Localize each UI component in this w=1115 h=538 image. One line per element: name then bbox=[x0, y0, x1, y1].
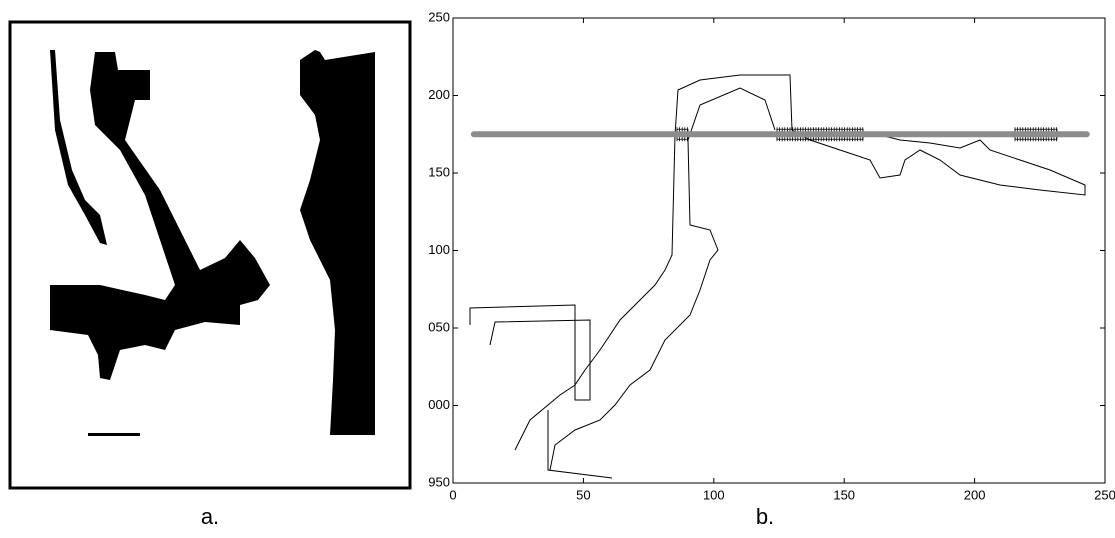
y-tick-label: 000 bbox=[428, 397, 450, 412]
figure: a. b. 0501001502002509500000501001502002… bbox=[0, 0, 1115, 533]
caption-a: a. bbox=[201, 504, 219, 529]
y-tick-label: 200 bbox=[428, 87, 450, 102]
x-tick-label: 50 bbox=[576, 487, 590, 502]
x-tick-label: 200 bbox=[964, 487, 986, 502]
y-tick-label: 100 bbox=[428, 242, 450, 257]
x-tick-label: 0 bbox=[449, 487, 456, 502]
y-tick-label: 150 bbox=[428, 164, 450, 179]
caption-b: b. bbox=[756, 504, 774, 529]
axes-frame bbox=[453, 18, 1105, 483]
x-tick-label: 100 bbox=[703, 487, 725, 502]
y-tick-label: 050 bbox=[428, 319, 450, 334]
y-tick-label: 950 bbox=[428, 474, 450, 489]
y-tick-label: 250 bbox=[428, 9, 450, 24]
x-tick-label: 150 bbox=[833, 487, 855, 502]
x-tick-label: 250 bbox=[1094, 487, 1115, 502]
